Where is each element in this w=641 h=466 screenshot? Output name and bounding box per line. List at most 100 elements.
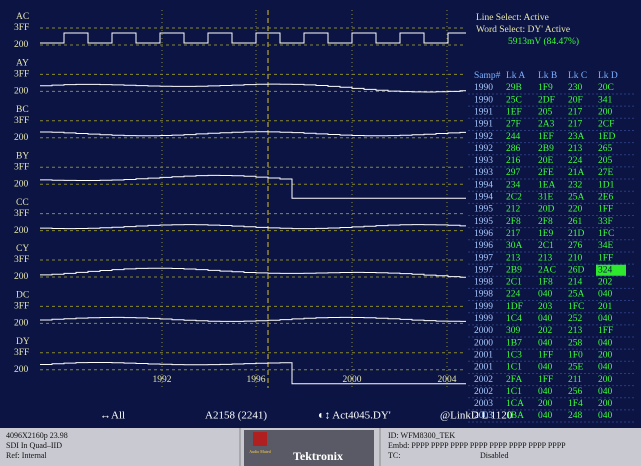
waveform bbox=[40, 362, 466, 385]
cell: 1C1 bbox=[506, 363, 522, 373]
level-label: 200 bbox=[14, 319, 29, 329]
level-label: 200 bbox=[14, 133, 29, 143]
cell: 1F9 bbox=[538, 83, 553, 93]
selected-cell bbox=[596, 264, 626, 276]
format: 4096X2160p 23.98 bbox=[6, 431, 68, 440]
cell: 040 bbox=[538, 338, 553, 348]
link: @LinkD L 1120 bbox=[440, 410, 513, 422]
cell: 248 bbox=[568, 411, 583, 421]
cell: 217 bbox=[568, 107, 583, 117]
sample-number: 1992 bbox=[474, 132, 493, 142]
sample-number: 1998 bbox=[474, 290, 493, 300]
x-label: 2004 bbox=[438, 375, 457, 385]
ref: Ref: Internal bbox=[6, 451, 47, 460]
cell: 224 bbox=[506, 290, 521, 300]
level-label: 200 bbox=[14, 226, 29, 236]
cell: 217 bbox=[568, 120, 583, 130]
cell: 213 bbox=[568, 144, 583, 154]
cell: 23A bbox=[568, 132, 585, 142]
cell: 256 bbox=[568, 387, 583, 397]
tc-state: Disabled bbox=[480, 451, 508, 460]
cell: 265 bbox=[598, 144, 613, 154]
cell: 2DF bbox=[538, 95, 555, 105]
x-label: 1992 bbox=[153, 375, 172, 385]
cell: 2AC bbox=[538, 265, 556, 275]
cell: 1EF bbox=[538, 132, 554, 142]
cell: 26D bbox=[568, 265, 585, 275]
cell: 1EA bbox=[538, 180, 556, 190]
cell: 261 bbox=[568, 217, 583, 227]
level-label: 3FF bbox=[14, 255, 29, 265]
cell: 21D bbox=[568, 229, 585, 239]
zoom: ↔All bbox=[100, 410, 125, 422]
cell: 040 bbox=[598, 338, 613, 348]
cell: 1DF bbox=[506, 302, 523, 312]
cell: 25C bbox=[506, 95, 522, 105]
sample-number: 1999 bbox=[474, 314, 493, 324]
cell: 1B7 bbox=[506, 338, 522, 348]
data-table: Samp# Lk A Lk B Lk C Lk D 1990 29B 1F9 230 20C 199… bbox=[468, 71, 636, 423]
cell: 309 bbox=[506, 326, 521, 336]
active: ◐↕ Act4045.DY' bbox=[318, 410, 391, 422]
cell: 20E bbox=[538, 156, 554, 166]
cell: 20D bbox=[538, 205, 555, 215]
level-label: 200 bbox=[14, 87, 29, 97]
x-label: 1996 bbox=[247, 375, 266, 385]
sample-number: 2001 bbox=[474, 363, 493, 373]
cell: 276 bbox=[568, 241, 583, 251]
trace-name: AY bbox=[16, 59, 29, 69]
cell: 1F8 bbox=[538, 278, 553, 288]
level-label: 3FF bbox=[14, 302, 29, 312]
cell: 2B9 bbox=[538, 144, 554, 154]
sample-number: 2003 bbox=[474, 411, 493, 421]
cell: 210 bbox=[568, 253, 583, 263]
cell: 040 bbox=[598, 314, 613, 324]
cell: 1E9 bbox=[538, 229, 554, 239]
sample: A2158 (2241) bbox=[205, 410, 267, 422]
cell: 201 bbox=[598, 302, 613, 312]
level-label: 3FF bbox=[14, 162, 29, 172]
sample-number: 2000 bbox=[474, 338, 493, 348]
level-label: 3FF bbox=[14, 70, 29, 80]
cell: 34E bbox=[598, 241, 614, 251]
cell: 2F8 bbox=[538, 217, 553, 227]
cell: 213 bbox=[568, 326, 583, 336]
cell: 31E bbox=[538, 193, 554, 203]
device-id: ID: WFM8300_TEK bbox=[388, 431, 455, 440]
cell: 1FF bbox=[598, 253, 613, 263]
input: SDI In Quad–IID bbox=[6, 441, 62, 450]
cell: 252 bbox=[568, 314, 583, 324]
cell: 286 bbox=[506, 144, 521, 154]
cell: 200 bbox=[598, 375, 613, 385]
cell: 2C1 bbox=[506, 278, 522, 288]
embedded: Embd: PPPP PPPP PPPP PPPP PPPP PPPP PPPP… bbox=[388, 441, 566, 450]
cell: 1F4 bbox=[568, 399, 583, 409]
level-label: 3FF bbox=[14, 348, 29, 358]
waveform bbox=[40, 131, 466, 137]
cell: 1CA bbox=[506, 399, 524, 409]
waveform bbox=[40, 32, 466, 44]
sample-number: 1995 bbox=[474, 217, 493, 227]
cell: 27E bbox=[598, 168, 614, 178]
level-label: 200 bbox=[14, 365, 29, 375]
sample-number: 1999 bbox=[474, 302, 493, 312]
column-header: Lk A bbox=[506, 71, 525, 81]
sample-number: 1997 bbox=[474, 253, 493, 263]
tc: TC: bbox=[388, 451, 400, 460]
cell: 1FC bbox=[598, 229, 614, 239]
waveform bbox=[40, 174, 466, 199]
cell: 212 bbox=[506, 205, 521, 215]
cell: 213 bbox=[506, 253, 521, 263]
column-header: Lk D bbox=[598, 71, 618, 81]
cell: 1C1 bbox=[506, 387, 522, 397]
sample-number: 1994 bbox=[474, 193, 493, 203]
sample-number: 2001 bbox=[474, 350, 493, 360]
cell: 21A bbox=[568, 168, 585, 178]
word-select: Word Select: DY' Active bbox=[476, 25, 570, 35]
cell: 1FF bbox=[538, 375, 553, 385]
cell: 2C2 bbox=[506, 193, 522, 203]
line-select: Line Select: Active bbox=[476, 13, 549, 23]
cell: 040 bbox=[538, 387, 553, 397]
cell: 2FE bbox=[538, 168, 554, 178]
